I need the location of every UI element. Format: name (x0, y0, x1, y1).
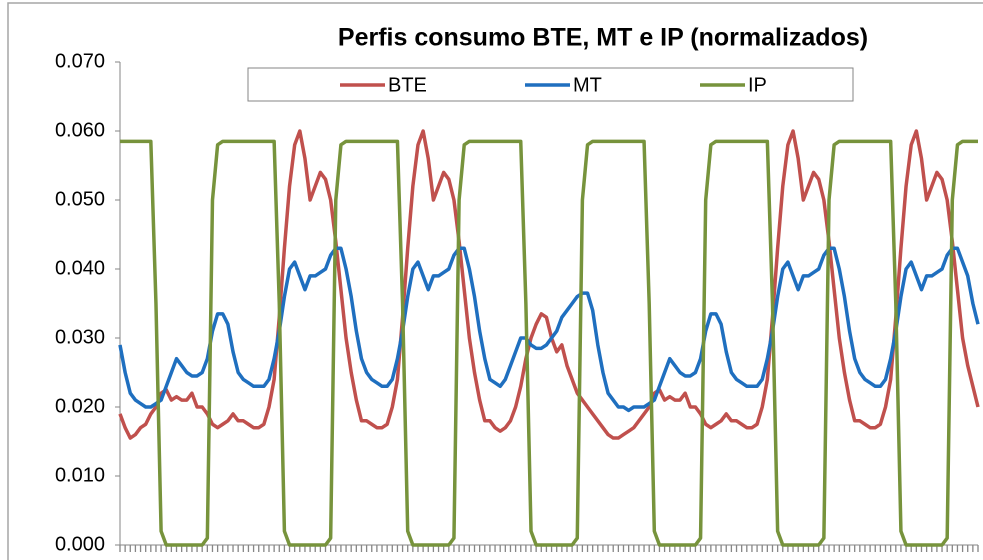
y-tick-label: 0.020 (55, 395, 105, 417)
y-tick-label: 0.000 (55, 533, 105, 555)
y-tick-label: 0.050 (55, 188, 105, 210)
chart-title: Perfis consumo BTE, MT e IP (normalizado… (338, 24, 868, 52)
y-tick-label: 0.060 (55, 119, 105, 141)
y-tick-label: 0.070 (55, 50, 105, 72)
y-tick-label: 0.040 (55, 257, 105, 279)
y-tick-label: 0.030 (55, 326, 105, 348)
legend-label: MT (573, 74, 602, 96)
legend-label: BTE (388, 74, 427, 96)
y-tick-label: 0.010 (55, 464, 105, 486)
series-line (120, 139, 978, 547)
legend-label: IP (748, 74, 767, 96)
series-line (118, 129, 980, 440)
series-line (118, 246, 980, 413)
